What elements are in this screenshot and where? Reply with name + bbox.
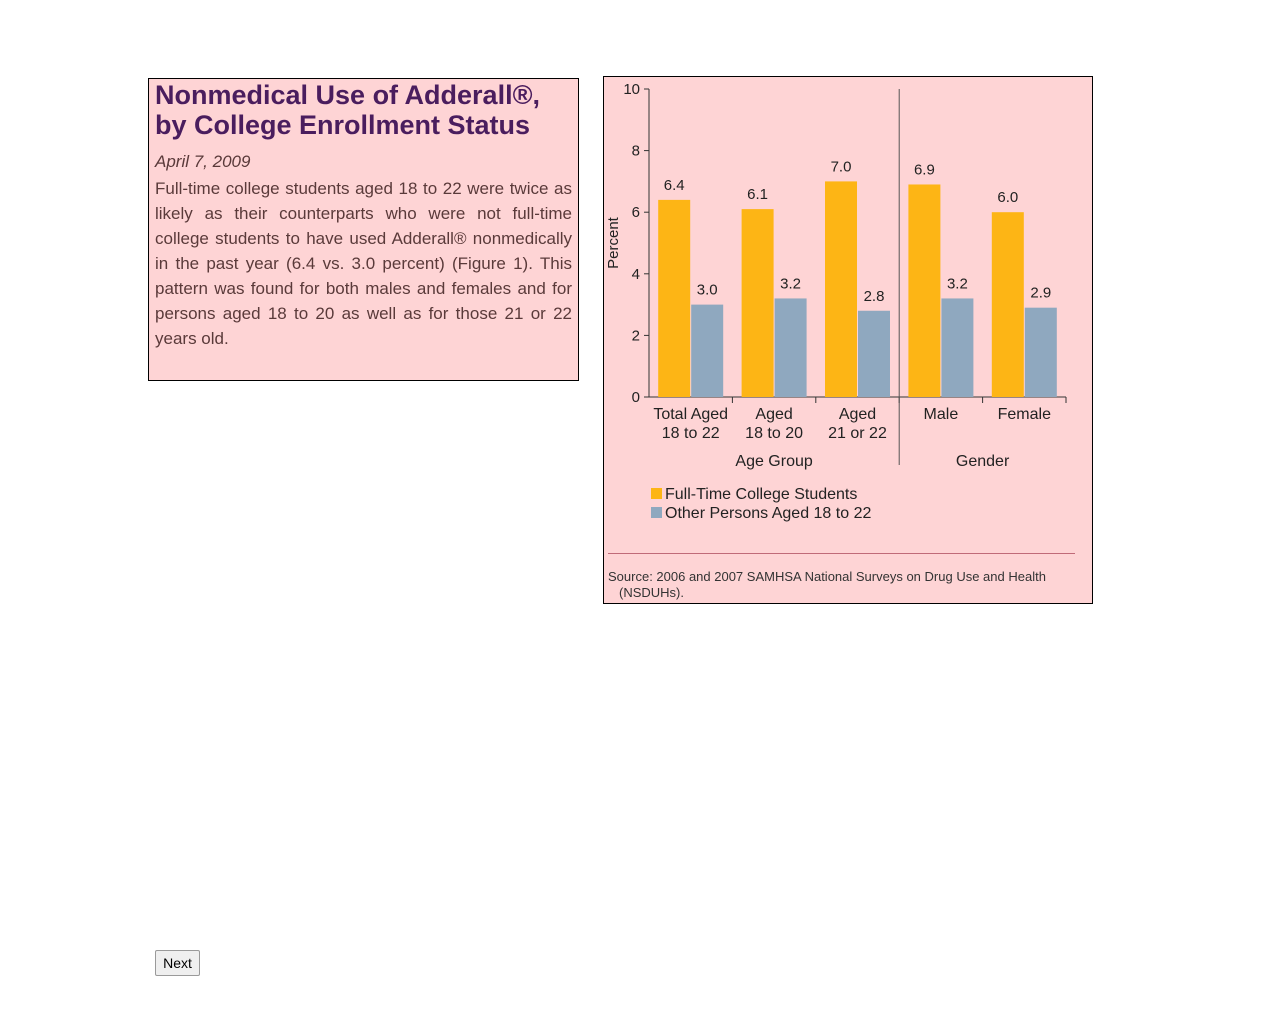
data-label: 6.1	[747, 186, 768, 203]
y-tick-label: 6	[632, 204, 640, 221]
figure-panel: 0 2 4 6 8 10 Percent 6.4 3.0 Total Aged 18 to 22 6.…	[603, 76, 1093, 604]
next-button[interactable]: Next	[155, 950, 200, 976]
y-tick-label: 2	[632, 327, 640, 344]
y-tick-label: 0	[632, 389, 640, 406]
data-label: 7.0	[831, 158, 852, 175]
bar	[691, 304, 724, 397]
source-divider	[608, 553, 1075, 554]
bar	[658, 199, 691, 397]
data-label: 3.0	[697, 282, 718, 299]
bar	[858, 310, 890, 397]
article-date: April 7, 2009	[155, 152, 251, 171]
data-label: 6.9	[914, 161, 935, 178]
legend-swatch	[651, 488, 662, 499]
x-tick-label: 18 to 22	[662, 425, 720, 442]
y-tick-label: 4	[632, 266, 640, 283]
y-tick-label: 10	[623, 81, 640, 98]
article-title: Nonmedical Use of Adderall®, by College …	[155, 80, 540, 140]
chart-source: Source: 2006 and 2007 SAMHSA National Su…	[608, 569, 1046, 600]
legend-swatch	[651, 507, 662, 518]
bar	[825, 181, 857, 397]
x-tick-label: Male	[924, 406, 959, 423]
article-body: Full-time college students aged 18 to 22…	[155, 179, 572, 348]
group-label: Age Group	[735, 453, 812, 470]
bar	[991, 212, 1024, 397]
legend-label: Full-Time College Students	[665, 486, 857, 503]
bar	[741, 209, 774, 397]
x-tick-label: 18 to 20	[745, 425, 803, 442]
group-label: Gender	[956, 453, 1010, 470]
bar-chart: 0 2 4 6 8 10 Percent 6.4 3.0 Total Aged 18 to 22 6.…	[605, 81, 1067, 522]
x-tick-label: Female	[998, 406, 1051, 423]
x-tick-label: 21 or 22	[828, 425, 887, 442]
bar	[1024, 307, 1057, 397]
data-label: 3.2	[947, 275, 968, 292]
x-tick-label: Total Aged	[653, 406, 728, 423]
data-label: 6.4	[664, 177, 685, 194]
bar	[774, 298, 807, 397]
bar	[941, 298, 974, 397]
y-axis-label: Percent	[605, 216, 622, 269]
y-tick-label: 8	[632, 143, 640, 160]
legend-label: Other Persons Aged 18 to 22	[665, 505, 871, 522]
data-label: 2.9	[1030, 285, 1051, 302]
data-label: 2.8	[864, 288, 885, 305]
data-label: 3.2	[780, 275, 801, 292]
data-label: 6.0	[997, 189, 1018, 206]
x-tick-label: Aged	[755, 406, 792, 423]
x-tick-label: Aged	[839, 406, 876, 423]
bar	[908, 184, 941, 397]
article-panel: Nonmedical Use of Adderall®, by College …	[148, 78, 579, 381]
